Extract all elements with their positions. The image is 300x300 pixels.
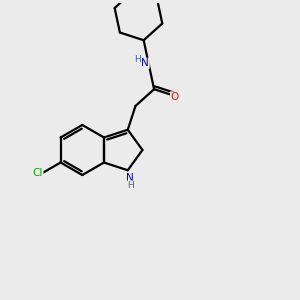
Text: N: N [126,172,134,183]
Text: H: H [127,181,134,190]
Text: Cl: Cl [33,168,43,178]
Text: N: N [142,58,149,68]
Text: H: H [134,55,141,64]
Text: O: O [170,92,179,102]
